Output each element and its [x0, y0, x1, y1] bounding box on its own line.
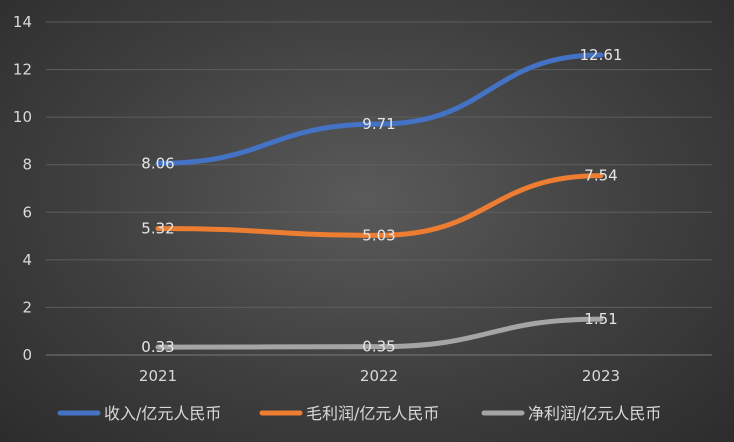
legend-label: 收入/亿元人民币: [104, 404, 221, 423]
x-tick-label: 2023: [582, 367, 620, 385]
data-label: 8.06: [141, 154, 174, 172]
data-labels: 8.06 9.71 12.61 5.32 5.03 7.54 0.33 0.35 1.51: [141, 46, 622, 356]
data-label: 12.61: [580, 46, 623, 64]
grid-lines: [46, 21, 712, 356]
y-tick-label: 12: [13, 61, 32, 79]
data-label: 5.03: [362, 226, 395, 244]
legend: 收入/亿元人民币 毛利润/亿元人民币 净利润/亿元人民币: [57, 404, 661, 423]
x-tick-label: 2021: [139, 367, 177, 385]
x-tick-label: 2022: [360, 367, 398, 385]
data-label: 5.32: [141, 219, 174, 237]
y-tick-label: 14: [13, 13, 32, 31]
y-tick-label: 2: [22, 298, 32, 316]
data-label: 0.35: [362, 338, 395, 356]
data-label: 1.51: [584, 310, 617, 328]
y-axis-tick-labels: 0 2 4 6 8 10 12 14: [13, 13, 32, 364]
series-line-2: [155, 316, 604, 350]
data-label: 0.33: [141, 338, 174, 356]
series-line-1: [155, 173, 604, 238]
y-tick-label: 10: [13, 108, 32, 126]
y-tick-label: 6: [22, 203, 32, 221]
legend-label: 毛利润/亿元人民币: [306, 404, 439, 423]
data-label: 9.71: [362, 115, 395, 133]
x-axis-tick-labels: 2021 2022 2023: [139, 367, 620, 385]
series-lines: [155, 52, 604, 350]
series-line-0: [155, 52, 604, 166]
legend-label: 净利润/亿元人民币: [528, 404, 661, 423]
y-tick-label: 0: [22, 346, 32, 364]
y-tick-label: 8: [22, 156, 32, 174]
data-label: 7.54: [584, 167, 617, 185]
y-tick-label: 4: [22, 251, 32, 269]
